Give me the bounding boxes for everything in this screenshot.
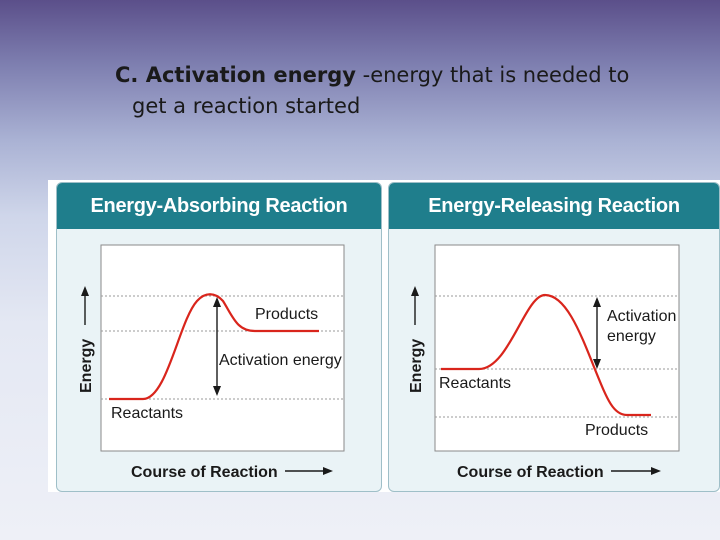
energy-diagrams-figure: Energy-Absorbing Reaction Products Activ… xyxy=(48,180,720,492)
releasing-chart: Activation energy Reactants Products Ene… xyxy=(408,244,680,481)
releasing-x-axis-arrowhead xyxy=(651,467,661,475)
releasing-y-axis-arrowhead xyxy=(411,286,419,296)
absorbing-energy-curve xyxy=(109,293,319,401)
releasing-panel-title: Energy-Releasing Reaction xyxy=(389,183,719,229)
heading-term: C. Activation energy xyxy=(115,63,356,87)
absorbing-activation-label: Activation energy xyxy=(219,352,342,369)
absorbing-plot-area xyxy=(100,244,345,452)
releasing-arrow-up-head xyxy=(593,297,601,307)
releasing-energy-curve xyxy=(441,293,651,417)
slide-heading: C. Activation energy -energy that is nee… xyxy=(115,60,695,122)
releasing-arrow-down-head xyxy=(593,359,601,369)
heading-definition-2: get a reaction started xyxy=(132,94,361,118)
absorbing-y-axis-label: Energy xyxy=(78,339,95,393)
absorbing-panel: Energy-Absorbing Reaction Products Activ… xyxy=(56,182,382,492)
releasing-y-axis-label: Energy xyxy=(408,339,425,393)
releasing-panel: Energy-Releasing Reaction Activation ene… xyxy=(388,182,720,492)
releasing-activation-label-2: energy xyxy=(607,328,656,345)
absorbing-panel-title: Energy-Absorbing Reaction xyxy=(57,183,381,229)
heading-definition-1: -energy that is needed to xyxy=(355,63,630,87)
absorbing-reactants-label: Reactants xyxy=(111,405,183,422)
absorbing-x-axis-label: Course of Reaction xyxy=(131,464,278,481)
releasing-activation-label-1: Activation xyxy=(607,308,676,325)
absorbing-arrow-up-head xyxy=(213,297,221,307)
releasing-products-label: Products xyxy=(585,422,648,439)
absorbing-arrow-down-head xyxy=(213,386,221,396)
absorbing-y-axis-arrowhead xyxy=(81,286,89,296)
absorbing-products-label: Products xyxy=(255,306,318,323)
absorbing-chart: Products Activation energy Reactants Ene… xyxy=(78,244,345,481)
releasing-x-axis-label: Course of Reaction xyxy=(457,464,604,481)
releasing-plot-area xyxy=(434,244,680,452)
absorbing-x-axis-arrowhead xyxy=(323,467,333,475)
releasing-reactants-label: Reactants xyxy=(439,375,511,392)
